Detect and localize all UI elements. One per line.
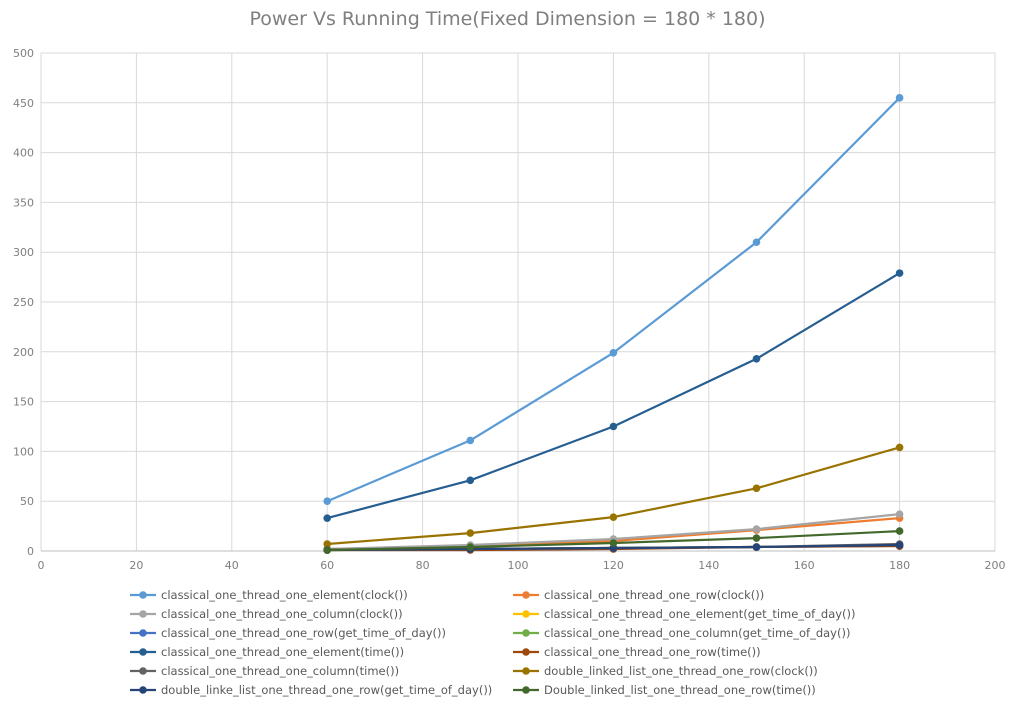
legend-swatch-marker: [522, 648, 530, 656]
y-tick-label: 500: [13, 47, 34, 60]
data-point: [752, 354, 761, 363]
data-point: [609, 422, 618, 431]
legend-entry-label: classical_one_thread_one_element(clock()…: [161, 588, 408, 602]
chart-title: Power Vs Running Time(Fixed Dimension = …: [249, 8, 766, 30]
legend-entry-label: classical_one_thread_one_column(clock()): [161, 607, 403, 621]
legend-swatch-marker: [139, 648, 147, 656]
legend-swatch-marker: [139, 667, 147, 675]
y-tick-label: 250: [13, 296, 34, 309]
legend-swatch-marker: [522, 667, 530, 675]
y-tick-label: 200: [13, 346, 34, 359]
data-point: [895, 510, 904, 518]
legend-entry-label: double_linke_list_one_thread_one_row(get…: [161, 683, 492, 697]
data-point: [895, 443, 904, 452]
data-point: [609, 513, 618, 521]
legend-swatch-marker: [522, 686, 530, 694]
legend-swatch-marker: [139, 686, 147, 694]
data-point: [752, 534, 761, 542]
legend-entry-label: classical_one_thread_one_column(time()): [161, 664, 399, 678]
data-point: [323, 514, 332, 522]
legend-swatch-marker: [139, 591, 147, 599]
legend-entry-label: Double_linked_list_one_thread_one_row(ti…: [544, 683, 816, 697]
y-tick-label: 400: [13, 147, 34, 160]
data-point: [466, 476, 475, 485]
data-point: [895, 94, 904, 102]
x-tick-label: 160: [794, 559, 815, 572]
x-tick-label: 0: [38, 559, 45, 572]
data-point: [609, 539, 618, 547]
legend-entry-label: classical_one_thread_one_row(get_time_of…: [161, 626, 446, 640]
data-point: [323, 497, 332, 506]
x-tick-label: 20: [129, 559, 143, 572]
x-tick-label: 60: [320, 559, 334, 572]
y-tick-label: 100: [13, 445, 34, 458]
legend-swatch-marker: [139, 629, 147, 637]
legend-entry-label: classical_one_thread_one_row(clock()): [544, 588, 764, 602]
data-point: [752, 484, 761, 493]
x-tick-label: 40: [225, 559, 239, 572]
legend-entry-label: classical_one_thread_one_element(get_tim…: [544, 607, 856, 621]
y-tick-label: 50: [20, 495, 34, 508]
x-tick-label: 200: [985, 559, 1006, 572]
x-tick-label: 100: [508, 559, 529, 572]
legend-swatch-marker: [139, 610, 147, 618]
x-tick-label: 140: [698, 559, 719, 572]
legend-swatch-marker: [522, 629, 530, 637]
x-tick-label: 80: [416, 559, 430, 572]
y-tick-label: 350: [13, 196, 34, 209]
data-point: [466, 436, 475, 445]
x-tick-label: 120: [603, 559, 624, 572]
data-point: [752, 525, 761, 533]
legend-swatch-marker: [522, 591, 530, 599]
legend-entry-label: classical_one_thread_one_element(time()): [161, 645, 404, 659]
data-point: [323, 540, 332, 548]
data-point: [895, 269, 904, 277]
data-point: [752, 238, 761, 247]
data-point: [609, 348, 618, 357]
data-point: [323, 546, 332, 554]
x-tick-label: 180: [889, 559, 910, 572]
y-tick-label: 0: [27, 545, 34, 558]
y-tick-label: 300: [13, 246, 34, 259]
y-tick-label: 150: [13, 396, 34, 409]
data-point: [895, 541, 904, 549]
y-tick-label: 450: [13, 97, 34, 110]
data-point: [752, 543, 761, 551]
data-point: [895, 527, 904, 535]
legend-entry-label: double_linked_list_one_thread_one_row(cl…: [544, 664, 818, 678]
legend-swatch-marker: [522, 610, 530, 618]
legend-entry-label: classical_one_thread_one_column(get_time…: [544, 626, 850, 640]
data-point: [466, 543, 475, 551]
legend-entry-label: classical_one_thread_one_row(time()): [544, 645, 761, 659]
data-point: [466, 529, 475, 537]
